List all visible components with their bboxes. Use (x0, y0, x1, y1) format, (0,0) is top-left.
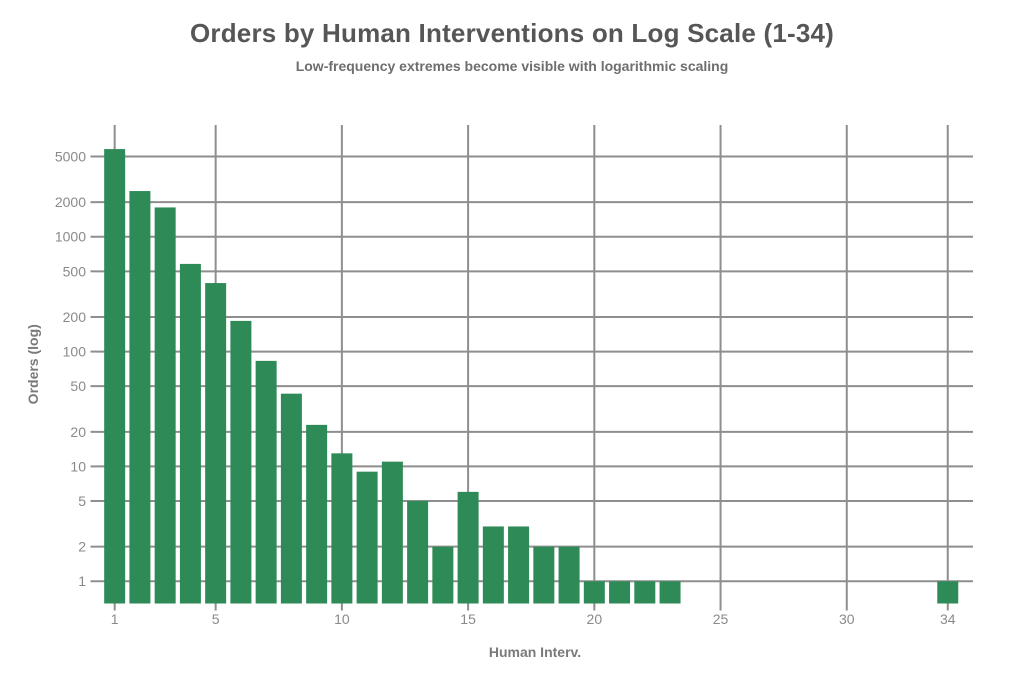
bar-x21 (609, 581, 631, 604)
bar-x11 (356, 471, 378, 604)
bar-x23 (659, 581, 681, 604)
x-tick-label: 25 (713, 611, 729, 627)
bar-x34 (937, 581, 959, 604)
y-tick-label: 2000 (55, 194, 86, 210)
bar-x14 (432, 546, 454, 604)
bar-x5 (205, 283, 227, 604)
y-tick-label: 200 (63, 309, 87, 325)
x-tick-label: 15 (460, 611, 476, 627)
bar-x2 (129, 191, 151, 604)
y-tick-label: 10 (70, 458, 86, 474)
y-tick-label: 5000 (55, 148, 86, 164)
bar-x3 (154, 207, 176, 604)
bar-x15 (457, 491, 479, 604)
bar-x7 (255, 360, 277, 604)
bar-x8 (280, 393, 302, 604)
x-axis-label: Human Interv. (489, 644, 581, 660)
bar-x13 (407, 500, 429, 604)
bar-x20 (583, 581, 605, 604)
chart-subtitle: Low-frequency extremes become visible wi… (295, 58, 729, 74)
bar-x12 (381, 461, 403, 604)
x-tick-label: 1 (111, 611, 119, 627)
bar-x10 (331, 453, 353, 604)
x-tick-label: 34 (940, 611, 956, 627)
y-tick-label: 1000 (55, 229, 86, 245)
y-axis-label: Orders (log) (25, 324, 41, 404)
x-tick-label: 20 (587, 611, 603, 627)
x-tick-label: 10 (334, 611, 350, 627)
y-tick-label: 100 (63, 344, 87, 360)
bar-x22 (634, 581, 656, 604)
y-tick-label: 50 (70, 378, 86, 394)
bar-x6 (230, 320, 252, 604)
bar-x1 (104, 149, 126, 604)
y-tick-label: 5 (78, 493, 86, 509)
bar-x19 (558, 546, 580, 604)
y-tick-label: 500 (63, 263, 87, 279)
y-tick-label: 2 (78, 539, 86, 555)
bar-x4 (179, 263, 201, 604)
bar-x17 (508, 526, 530, 604)
y-tick-label: 20 (70, 424, 86, 440)
bar-x16 (482, 526, 504, 604)
x-tick-label: 30 (839, 611, 855, 627)
chart-title: Orders by Human Interventions on Log Sca… (189, 18, 835, 48)
x-tick-label: 5 (212, 611, 220, 627)
bar-x18 (533, 546, 555, 604)
y-tick-label: 1 (78, 573, 86, 589)
bar-x9 (306, 424, 328, 604)
